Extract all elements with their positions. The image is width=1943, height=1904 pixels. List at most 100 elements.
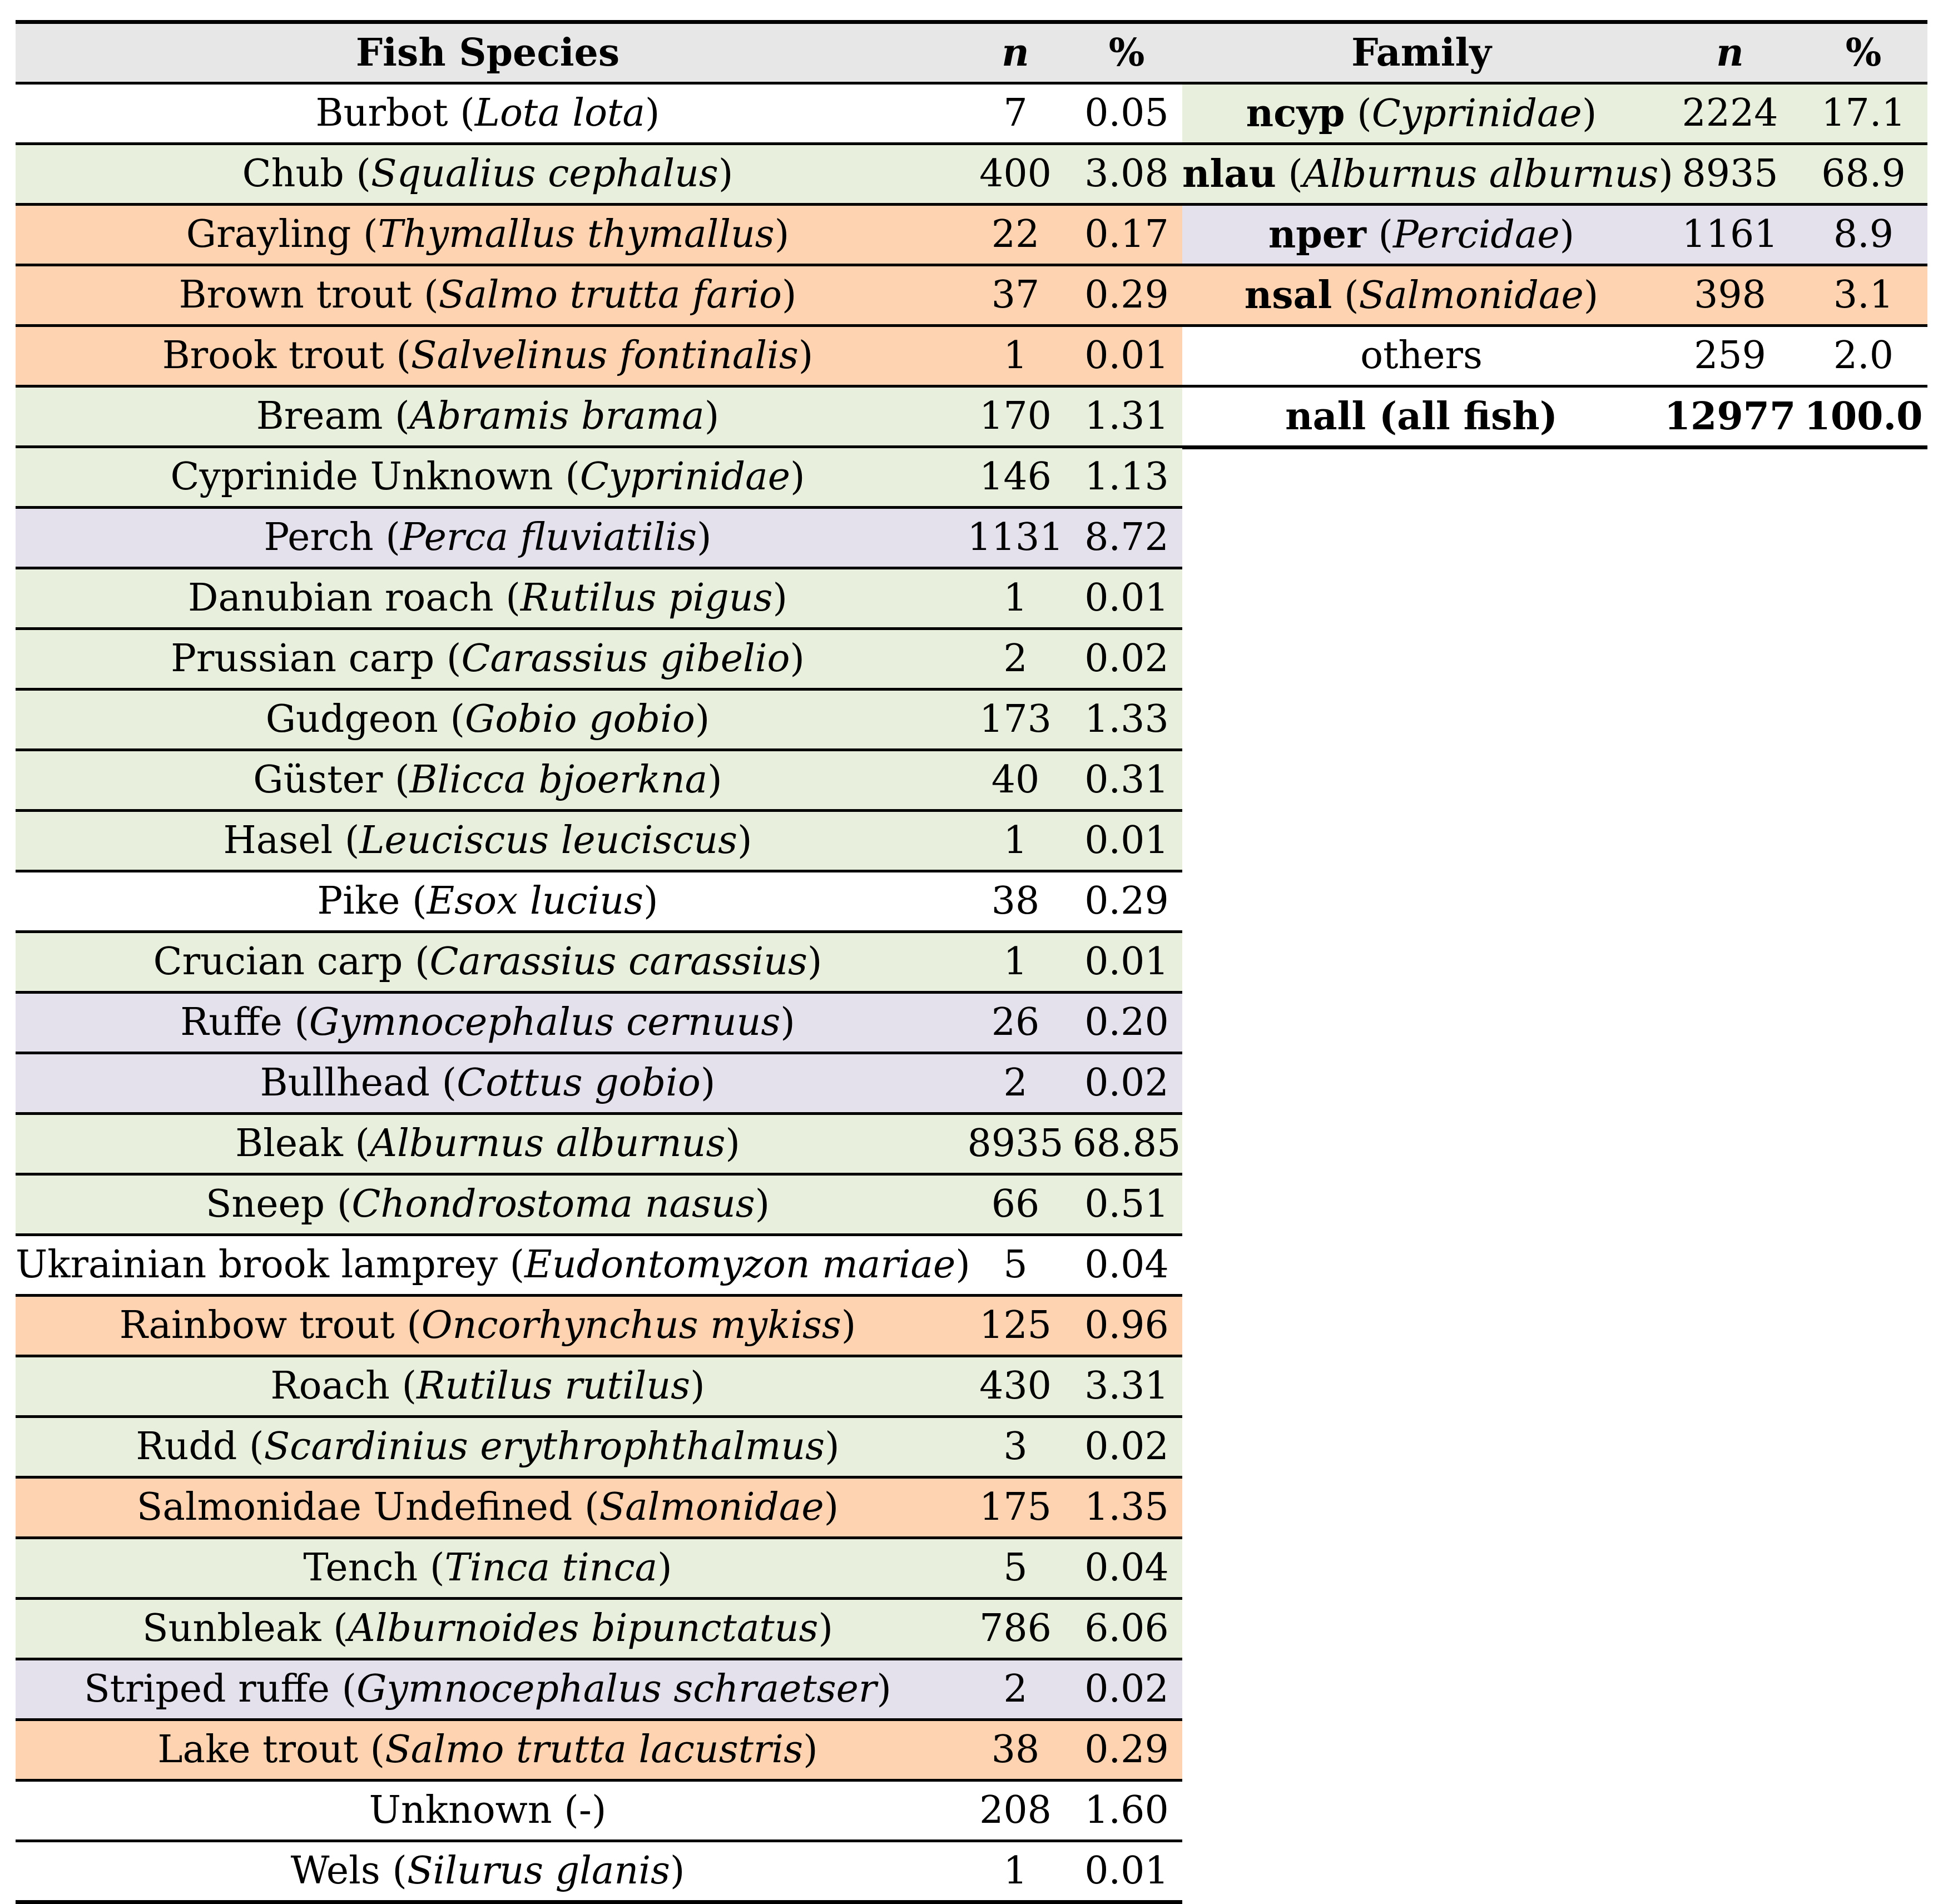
common-name: Striped ruffe <box>84 1667 330 1711</box>
species-row: Bleak (Alburnus alburnus) 8935 68.85 <box>16 1113 1182 1176</box>
scientific-name: Gymnocephalus cernuus <box>309 1000 781 1044</box>
species-row: Ruffe (Gymnocephalus cernuus) 26 0.20 <box>16 992 1182 1054</box>
count-cell: 208 <box>960 1780 1071 1842</box>
family-label: nall (all fish) <box>1285 394 1558 439</box>
percent-cell: 0.29 <box>1071 871 1182 933</box>
percent-cell: 1.31 <box>1071 386 1182 448</box>
common-name: Hasel <box>223 819 333 862</box>
common-name: Bullhead <box>260 1061 430 1105</box>
family-row: nper (Percidae) 1161 8.9 <box>1182 204 1927 266</box>
species-name-cell: Rainbow trout (Oncorhynchus mykiss) <box>16 1295 960 1357</box>
species-name-cell: Salmonidae Undefined (Salmonidae) <box>16 1477 960 1539</box>
count-cell: 3 <box>960 1416 1071 1479</box>
family-n-column-header: n <box>1661 20 1800 85</box>
count-cell: 1 <box>960 1841 1071 1904</box>
count-cell: 38 <box>960 871 1071 933</box>
scientific-name: Squalius cephalus <box>370 152 718 196</box>
species-row: Perch (Perca fluviatilis) 1131 8.72 <box>16 507 1182 569</box>
species-row: Roach (Rutilus rutilus) 430 3.31 <box>16 1356 1182 1418</box>
species-row: Sunbleak (Alburnoides bipunctatus) 786 6.0… <box>16 1598 1182 1660</box>
family-percent-cell: 17.1 <box>1800 83 1927 145</box>
family-scientific-name: Salmonidae <box>1359 273 1584 318</box>
species-name-cell: Unknown (-) <box>16 1780 960 1842</box>
common-name: Pike <box>317 879 400 923</box>
common-name: Salmonidae Undefined <box>136 1485 573 1529</box>
species-name-cell: Bream (Abramis brama) <box>16 386 960 448</box>
species-row: Rainbow trout (Oncorhynchus mykiss) 125 0.… <box>16 1295 1182 1357</box>
scientific-name: Alburnus alburnus <box>369 1122 726 1166</box>
scientific-name: Oncorhynchus mykiss <box>421 1303 841 1347</box>
species-name-cell: Güster (Blicca bjoerkna) <box>16 750 960 812</box>
species-row: Brown trout (Salmo trutta fario) 37 0.29 <box>16 265 1182 327</box>
percent-column-header: % <box>1071 20 1182 85</box>
species-row: Rudd (Scardinius erythrophthalmus) 3 0.02 <box>16 1416 1182 1479</box>
scientific-name: Tinca tinca <box>444 1546 658 1590</box>
percent-cell: 3.31 <box>1071 1356 1182 1418</box>
family-code: nper <box>1268 212 1366 257</box>
family-header-row: Family n % <box>1182 20 1927 85</box>
species-row: Pike (Esox lucius) 38 0.29 <box>16 871 1182 933</box>
percent-cell: 0.29 <box>1071 1719 1182 1782</box>
count-cell: 400 <box>960 143 1071 206</box>
family-code: ncyp <box>1246 91 1345 136</box>
count-cell: 38 <box>960 1719 1071 1782</box>
family-name-cell: nsal (Salmonidae) <box>1182 265 1661 327</box>
common-name: Bleak <box>235 1122 343 1166</box>
count-cell: 37 <box>960 265 1071 327</box>
count-cell: 170 <box>960 386 1071 448</box>
count-cell: 2 <box>960 1053 1071 1115</box>
species-name-cell: Pike (Esox lucius) <box>16 871 960 933</box>
common-name: Burbot <box>315 91 448 135</box>
species-row: Bream (Abramis brama) 170 1.31 <box>16 386 1182 448</box>
species-name-cell: Bullhead (Cottus gobio) <box>16 1053 960 1115</box>
scientific-name: Eudontomyzon mariae <box>524 1243 956 1287</box>
species-name-cell: Prussian carp (Carassius gibelio) <box>16 628 960 691</box>
common-name: Rainbow trout <box>119 1303 395 1347</box>
species-row: Hasel (Leuciscus leuciscus) 1 0.01 <box>16 810 1182 872</box>
family-count-cell: 8935 <box>1661 143 1800 206</box>
common-name: Sneep <box>205 1182 325 1226</box>
species-name-cell: Wels (Silurus glanis) <box>16 1841 960 1904</box>
species-row: Unknown (-) 208 1.60 <box>16 1780 1182 1842</box>
percent-cell: 8.72 <box>1071 507 1182 569</box>
count-cell: 2 <box>960 628 1071 691</box>
common-name: Brown trout <box>179 273 412 317</box>
percent-cell: 0.05 <box>1071 83 1182 145</box>
species-name-cell: Ukrainian brook lamprey (Eudontomyzon ma… <box>16 1234 970 1297</box>
species-name-cell: Lake trout (Salmo trutta lacustris) <box>16 1719 960 1782</box>
common-name: Ruffe <box>180 1000 282 1044</box>
family-table-body: ncyp (Cyprinidae) 2224 17.1 nlau (Alburnus … <box>1182 83 1927 449</box>
percent-cell: 0.02 <box>1071 1659 1182 1721</box>
count-cell: 1 <box>960 325 1071 388</box>
family-percent-cell: 100.0 <box>1800 386 1927 449</box>
percent-cell: 0.04 <box>1071 1234 1182 1297</box>
common-name: Crucian carp <box>153 940 403 984</box>
scientific-name: Lota lota <box>474 91 645 135</box>
n-column-header: n <box>960 20 1071 85</box>
species-name-cell: Cyprinide Unknown (Cyprinidae) <box>16 447 960 509</box>
species-row: Gudgeon (Gobio gobio) 173 1.33 <box>16 689 1182 751</box>
percent-cell: 0.02 <box>1071 1053 1182 1115</box>
scientific-name: Perca fluviatilis <box>400 515 697 559</box>
scientific-name: Silurus glanis <box>407 1849 670 1893</box>
percent-cell: 1.13 <box>1071 447 1182 509</box>
count-cell: 1 <box>960 810 1071 872</box>
common-name: Cyprinide Unknown <box>170 455 553 499</box>
family-percent-cell: 8.9 <box>1800 204 1927 266</box>
count-cell: 5 <box>960 1234 1071 1297</box>
species-name-cell: Sunbleak (Alburnoides bipunctatus) <box>16 1598 960 1660</box>
percent-cell: 6.06 <box>1071 1598 1182 1660</box>
family-code: nsal <box>1244 272 1332 318</box>
species-row: Sneep (Chondrostoma nasus) 66 0.51 <box>16 1174 1182 1236</box>
scientific-name: Gymnocephalus schraetser <box>356 1667 877 1711</box>
family-name-cell: ncyp (Cyprinidae) <box>1182 83 1661 145</box>
species-name-cell: Hasel (Leuciscus leuciscus) <box>16 810 960 872</box>
species-row: Bullhead (Cottus gobio) 2 0.02 <box>16 1053 1182 1115</box>
species-column-header: Fish Species <box>16 20 960 85</box>
common-name: Bream <box>256 394 383 438</box>
scientific-name: Thymallus thymallus <box>378 212 775 256</box>
family-row: nall (all fish) 12977 100.0 <box>1182 386 1927 449</box>
species-row: Striped ruffe (Gymnocephalus schraetser)… <box>16 1659 1182 1721</box>
family-percent-cell: 3.1 <box>1800 265 1927 327</box>
percent-cell: 0.31 <box>1071 750 1182 812</box>
